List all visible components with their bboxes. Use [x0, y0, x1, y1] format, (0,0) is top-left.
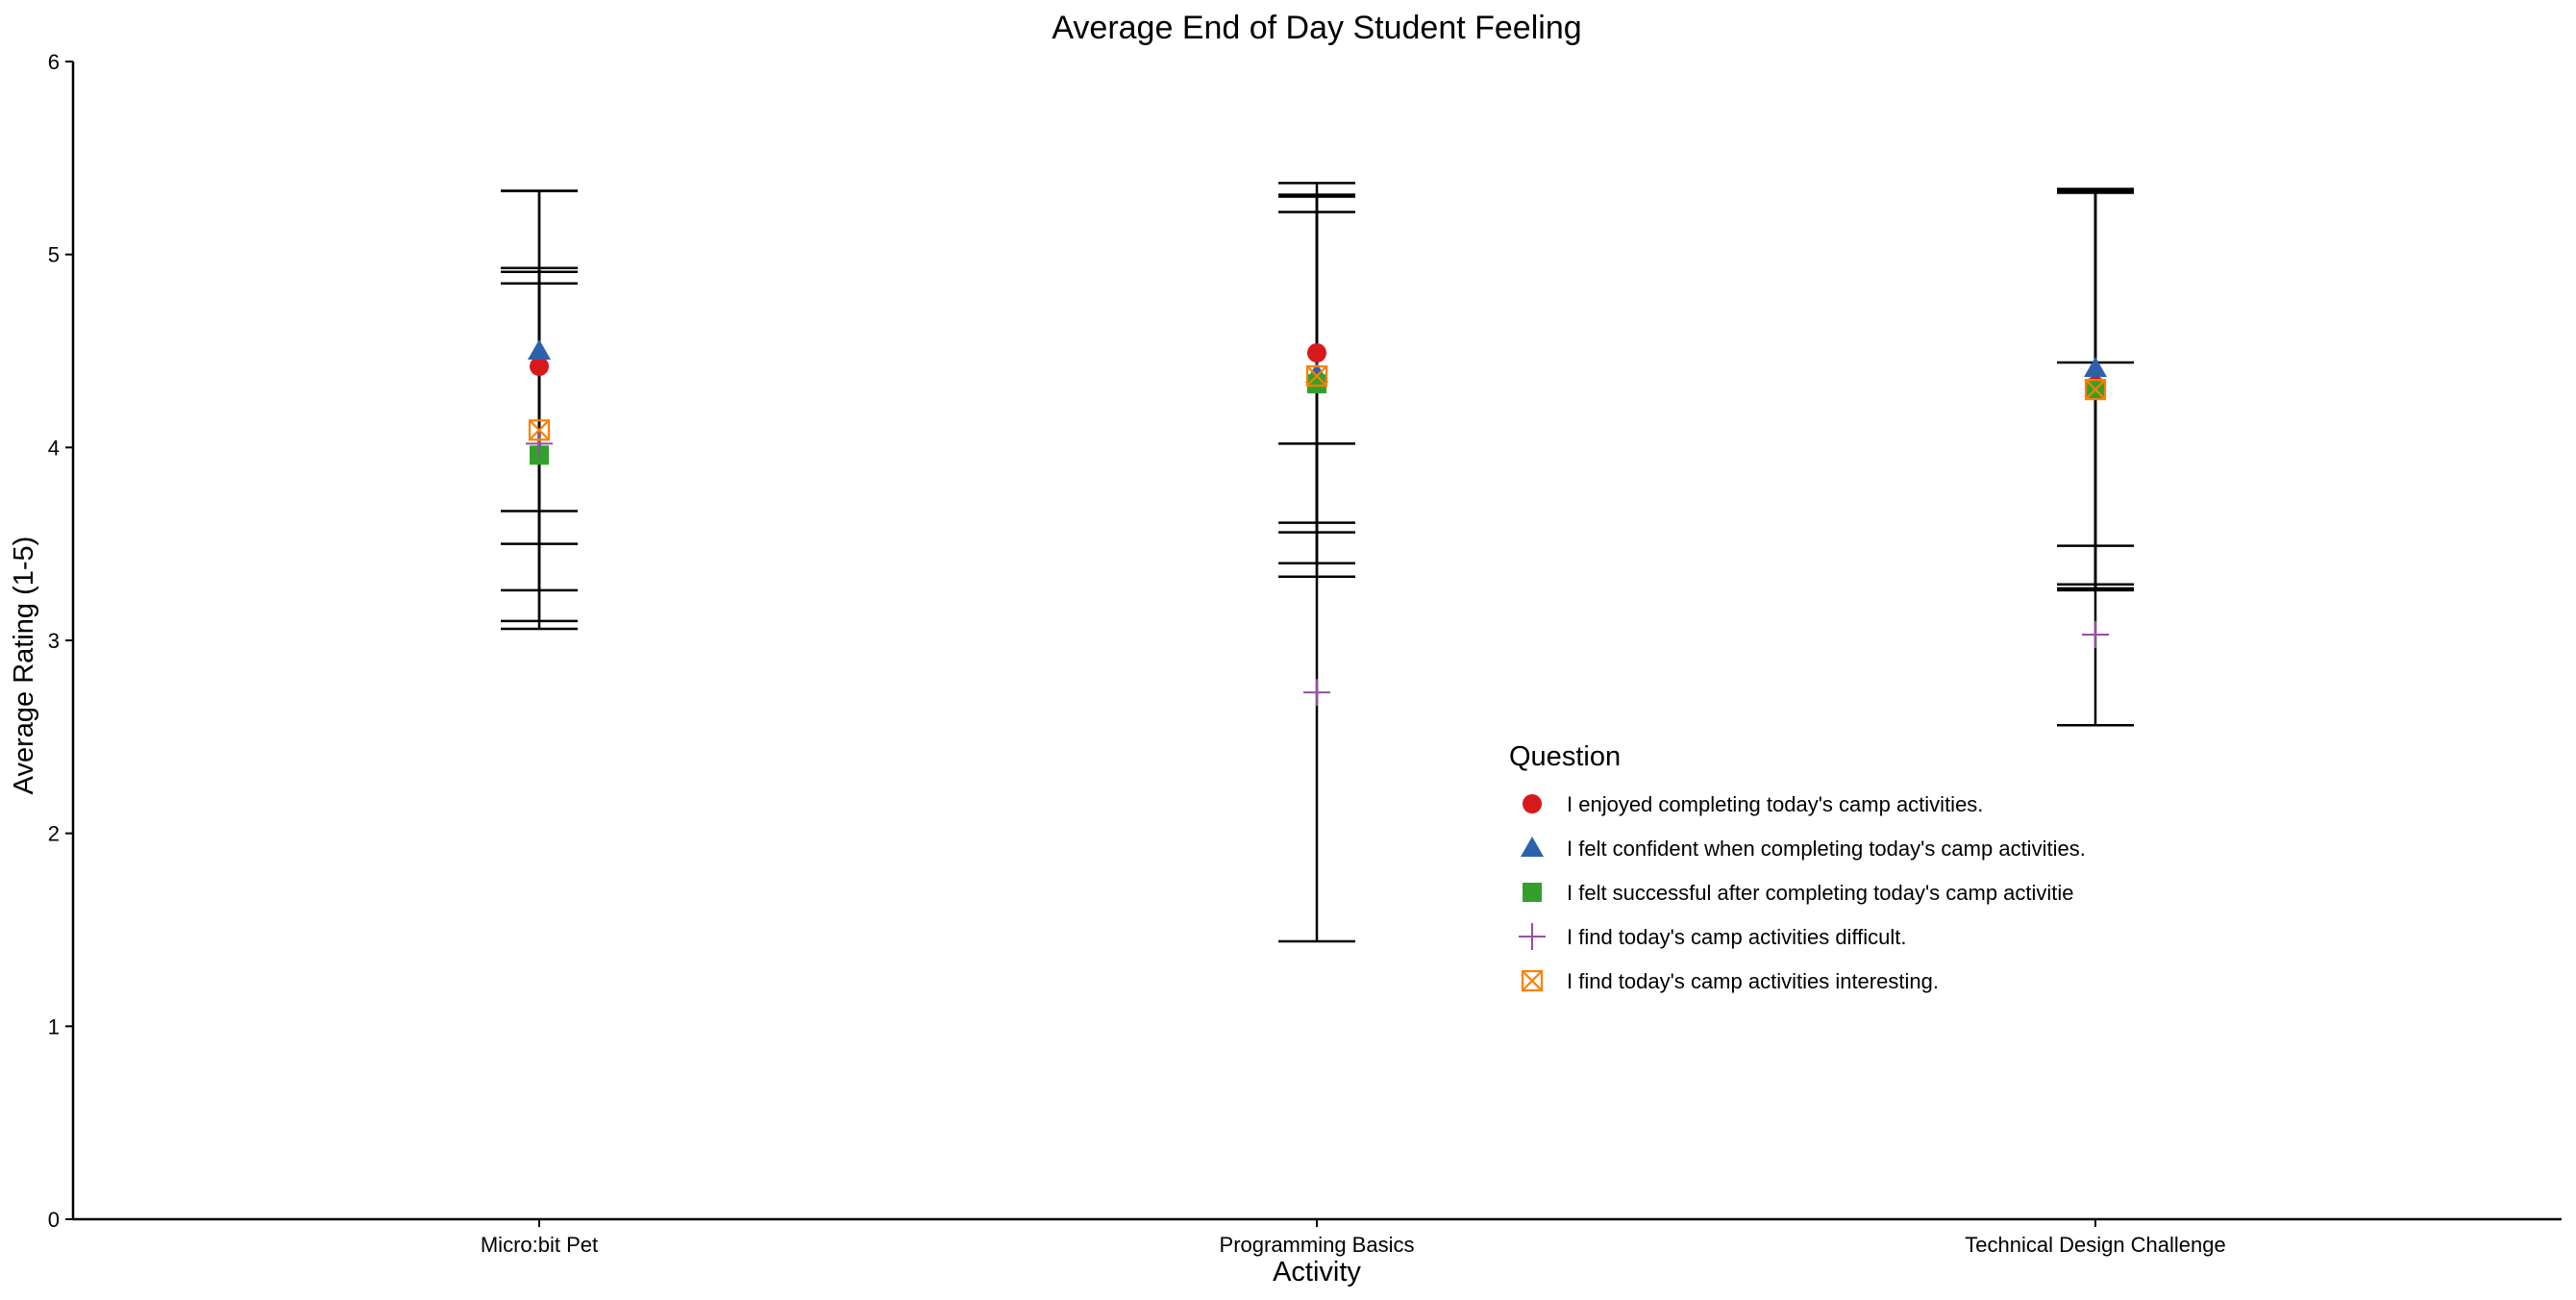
data-point	[2082, 620, 2109, 648]
error-bars	[501, 182, 2134, 943]
legend-marker	[1521, 837, 1544, 857]
data-point	[2084, 357, 2107, 378]
y-tick-label: 4	[48, 436, 60, 460]
legend-marker	[1523, 794, 1542, 813]
data-point	[1307, 374, 1326, 394]
legend-items: I enjoyed completing today's camp activi…	[1519, 792, 2086, 993]
legend-item: I find today's camp activities difficult…	[1519, 923, 1907, 950]
data-point	[526, 430, 553, 458]
y-tick-label: 1	[48, 1014, 60, 1038]
legend-label: I find today's camp activities interesti…	[1567, 969, 1939, 993]
y-tick-label: 2	[48, 822, 60, 846]
y-tick-label: 5	[48, 243, 60, 267]
y-axis-title: Average Rating (1-5)	[9, 537, 39, 795]
legend-marker	[1519, 923, 1546, 950]
data-points	[526, 339, 2109, 707]
data-point	[528, 339, 551, 360]
legend-item: I felt confident when completing today's…	[1521, 837, 2086, 861]
data-point	[2084, 379, 2107, 401]
x-tick-label: Technical Design Challenge	[1965, 1233, 2226, 1257]
y-tick-label: 0	[48, 1208, 60, 1232]
legend: Question I enjoyed completing today's ca…	[1509, 741, 2086, 993]
legend-label: I enjoyed completing today's camp activi…	[1567, 792, 1983, 816]
data-point	[528, 419, 551, 441]
legend-item: I felt successful after completing today…	[1523, 881, 2074, 905]
x-tick-label: Micro:bit Pet	[481, 1233, 598, 1257]
square-x-diag	[1522, 970, 1543, 991]
data-point	[1303, 679, 1330, 707]
y-tick-label: 3	[48, 629, 60, 653]
legend-marker	[1521, 969, 1544, 992]
legend-item: I enjoyed completing today's camp activi…	[1523, 792, 1983, 816]
x-axis-title: Activity	[1273, 1257, 1361, 1288]
legend-label: I felt confident when completing today's…	[1567, 837, 2086, 861]
axes: 0 1 2 3 4 5 6 Micro:bit Pet Programming Basics Te…	[48, 50, 2562, 1257]
square-x-diag	[529, 419, 550, 441]
legend-label: I felt successful after completing today…	[1567, 881, 2074, 905]
square-x-box	[1521, 969, 1544, 992]
legend-title: Question	[1509, 741, 1621, 772]
chart-title: Average End of Day Student Feeling	[1052, 10, 1581, 46]
square-x-box	[1305, 364, 1328, 388]
legend-marker	[1523, 883, 1542, 902]
square-x-diag	[2085, 379, 2106, 400]
square-x-box	[528, 419, 551, 441]
data-point	[1307, 343, 1326, 363]
data-point	[530, 357, 549, 377]
x-tick-label: Programming Basics	[1220, 1233, 1415, 1257]
square-x-box	[2084, 379, 2107, 401]
square-x-diag	[1306, 365, 1327, 387]
y-tick-label: 6	[48, 50, 60, 74]
data-point	[1305, 364, 1328, 388]
legend-item: I find today's camp activities interesti…	[1521, 969, 1939, 993]
legend-label: I find today's camp activities difficult…	[1567, 925, 1907, 949]
